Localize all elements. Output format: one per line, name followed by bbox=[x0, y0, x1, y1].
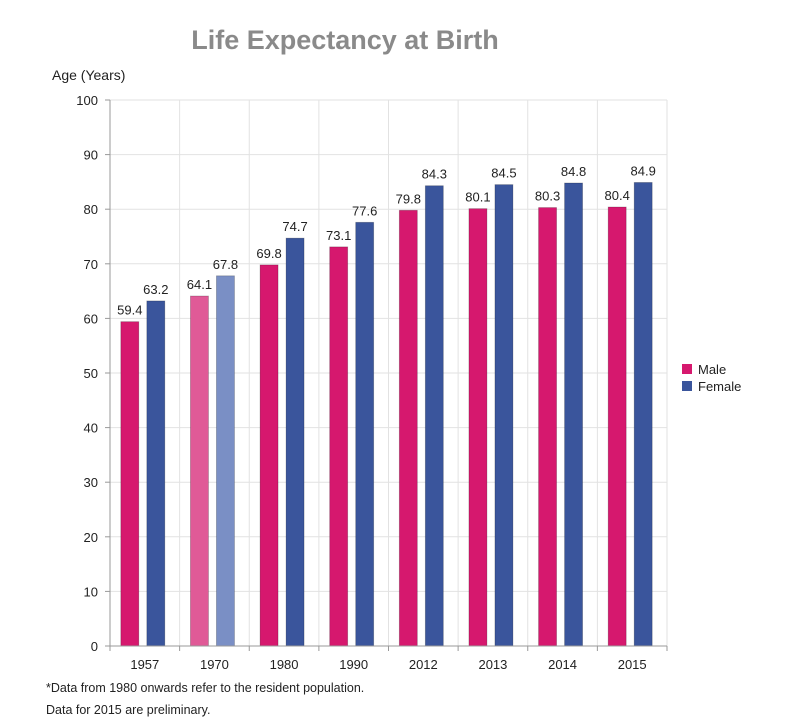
y-tick-label: 60 bbox=[84, 311, 98, 326]
data-label-male-2012: 79.8 bbox=[396, 191, 421, 206]
y-tick-label: 70 bbox=[84, 257, 98, 272]
bar-male-1980 bbox=[259, 264, 279, 647]
bars bbox=[120, 182, 653, 647]
data-label-male-2014: 80.3 bbox=[535, 189, 560, 204]
data-label-male-1990: 73.1 bbox=[326, 228, 351, 243]
y-tick-label: 90 bbox=[84, 148, 98, 163]
data-label-female-2014: 84.8 bbox=[561, 164, 586, 179]
data-label-male-1970: 64.1 bbox=[187, 277, 212, 292]
bar-female-1970 bbox=[216, 275, 235, 647]
x-tick-label-1970: 1970 bbox=[200, 657, 229, 672]
x-tick-label-2014: 2014 bbox=[548, 657, 577, 672]
y-tick-label: 40 bbox=[84, 421, 98, 436]
data-label-female-1980: 74.7 bbox=[282, 219, 307, 234]
y-tick-label: 10 bbox=[84, 584, 98, 599]
x-tick-label-1957: 1957 bbox=[130, 657, 159, 672]
legend-label-female: Female bbox=[698, 379, 741, 394]
data-label-male-2013: 80.1 bbox=[465, 190, 490, 205]
bar-female-2015 bbox=[633, 182, 653, 647]
data-label-female-1970: 67.8 bbox=[213, 257, 238, 272]
x-tick-label-2013: 2013 bbox=[478, 657, 507, 672]
x-tick-label-2015: 2015 bbox=[618, 657, 647, 672]
data-label-male-1980: 69.8 bbox=[256, 246, 281, 261]
legend-swatch-male bbox=[682, 364, 692, 374]
bar-male-1957 bbox=[120, 321, 140, 647]
axes: 0 10 20 30 40 50 60 70 80 90 100 1957 1970 1980 1990 20… bbox=[76, 93, 668, 672]
y-tick-label: 80 bbox=[84, 202, 98, 217]
x-tick-label-2012: 2012 bbox=[409, 657, 438, 672]
legend-label-male: Male bbox=[698, 362, 726, 377]
bar-female-1957 bbox=[146, 300, 166, 647]
data-label-male-1957: 59.4 bbox=[117, 303, 142, 318]
bar-male-2012 bbox=[398, 209, 418, 647]
y-tick-label: 100 bbox=[76, 93, 98, 108]
footnote-preliminary: Data for 2015 are preliminary. bbox=[46, 703, 211, 717]
data-labels: 59.463.2 64.167.8 69.874.7 73.177.6 79.884.3… bbox=[117, 163, 656, 317]
legend: Male Female bbox=[682, 362, 741, 394]
data-label-female-2015: 84.9 bbox=[631, 163, 656, 178]
x-tick-label-1990: 1990 bbox=[339, 657, 368, 672]
y-tick-label: 50 bbox=[84, 366, 98, 381]
data-label-female-2013: 84.5 bbox=[491, 166, 516, 181]
data-label-female-1957: 63.2 bbox=[143, 282, 168, 297]
bar-male-2013 bbox=[468, 208, 488, 647]
x-tick-label-1980: 1980 bbox=[270, 657, 299, 672]
footnote-resident-population: *Data from 1980 onwards refer to the res… bbox=[46, 681, 365, 695]
chart: Life Expectancy at Birth Age (Years) 59.… bbox=[52, 25, 741, 672]
bar-female-1990 bbox=[355, 221, 375, 647]
chart-title: Life Expectancy at Birth bbox=[191, 25, 499, 55]
bar-male-2014 bbox=[538, 207, 557, 647]
bar-female-2013 bbox=[494, 184, 514, 647]
bar-female-2014 bbox=[564, 182, 583, 647]
bar-male-1970 bbox=[190, 295, 209, 647]
y-tick-label: 30 bbox=[84, 475, 98, 490]
bar-male-2015 bbox=[607, 206, 627, 647]
y-tick-label: 0 bbox=[91, 639, 98, 654]
bar-female-2012 bbox=[424, 185, 444, 647]
bar-male-1990 bbox=[329, 246, 349, 647]
bar-female-1980 bbox=[285, 237, 305, 647]
y-axis-title: Age (Years) bbox=[52, 67, 125, 83]
y-tick-label: 20 bbox=[84, 530, 98, 545]
data-label-male-2015: 80.4 bbox=[605, 188, 630, 203]
data-label-female-2012: 84.3 bbox=[422, 167, 447, 182]
data-label-female-1990: 77.6 bbox=[352, 203, 377, 218]
legend-swatch-female bbox=[682, 381, 692, 391]
